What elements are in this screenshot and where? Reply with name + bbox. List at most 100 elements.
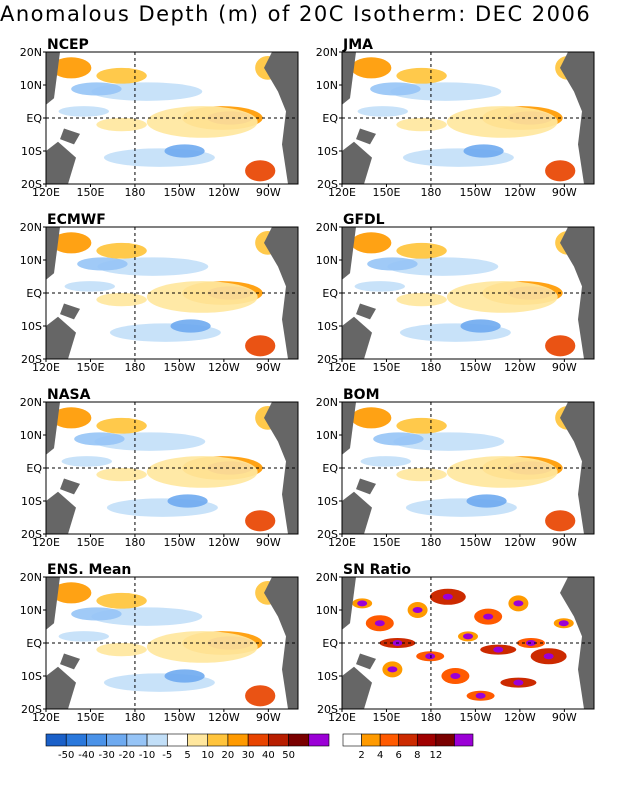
colorbar-tick-label: 50 (282, 750, 295, 761)
positive-anomaly (96, 118, 147, 132)
sn-high-region (475, 692, 486, 699)
positive-anomaly (545, 510, 576, 532)
negative-anomaly (357, 106, 408, 117)
colorbar-tick-label: 20 (222, 750, 235, 761)
negative-anomaly (170, 319, 211, 333)
field (46, 52, 298, 184)
y-tick-label: 20S (21, 178, 42, 191)
land-asia (342, 577, 356, 630)
positive-anomaly (146, 631, 258, 663)
y-tick-label: 10S (317, 320, 338, 333)
colorbar-tick-label: 40 (262, 750, 275, 761)
positive-anomaly (351, 232, 392, 254)
x-tick-label: 90W (552, 536, 577, 549)
land-new-guinea (356, 478, 376, 495)
sn-high-region (387, 666, 398, 673)
x-tick-label: 180 (420, 361, 441, 374)
x-tick-label: 120W (504, 186, 536, 199)
land-new-guinea (356, 303, 376, 320)
negative-anomaly (71, 607, 122, 621)
y-tick-label: 20N (316, 221, 338, 234)
x-tick-label: 150E (372, 536, 400, 549)
positive-anomaly (51, 232, 92, 254)
negative-anomaly (71, 82, 122, 96)
colorbar-swatch (106, 733, 128, 747)
positive-anomaly (96, 643, 147, 657)
x-tick-label: 90W (552, 186, 577, 199)
colorbar-swatch (166, 733, 188, 747)
y-tick-label: 10N (316, 254, 338, 267)
positive-anomaly (245, 335, 276, 357)
colorbar-tick-label: 10 (201, 750, 214, 761)
positive-anomaly (245, 685, 276, 707)
x-tick-label: 150E (76, 361, 104, 374)
x-tick-label: 120W (208, 536, 240, 549)
x-tick-label: 120E (328, 186, 356, 199)
sn-high-region (543, 653, 554, 660)
sn-high-region (442, 593, 453, 600)
panel-label: SN Ratio (343, 562, 411, 578)
x-tick-label: 180 (124, 186, 145, 199)
land-asia (46, 227, 60, 280)
positive-anomaly (96, 592, 147, 609)
positive-anomaly (351, 407, 392, 429)
sn-high-region (463, 633, 473, 640)
x-tick-label: 120E (328, 711, 356, 724)
positive-anomaly (545, 160, 576, 182)
sn-high-region (483, 613, 494, 620)
colorbar-tick-label: 4 (377, 750, 383, 761)
x-tick-label: 90W (256, 361, 281, 374)
y-tick-label: 10S (21, 670, 42, 683)
sn-high-region (558, 620, 569, 627)
land-asia (342, 402, 356, 455)
x-tick-label: 150E (76, 536, 104, 549)
positive-anomaly (96, 417, 147, 434)
y-tick-label: 10S (21, 320, 42, 333)
y-tick-label: 20N (316, 571, 338, 584)
land-australia (342, 141, 372, 184)
land-asia (342, 227, 356, 280)
x-tick-label: 120E (328, 361, 356, 374)
land-americas (560, 52, 594, 184)
panel-label: ECMWF (47, 212, 106, 228)
x-tick-label: 150E (76, 711, 104, 724)
y-tick-label: 20S (21, 353, 42, 366)
sn-high-region (513, 679, 524, 686)
negative-anomaly (167, 494, 208, 508)
x-tick-label: 120E (32, 536, 60, 549)
negative-anomaly (370, 82, 421, 96)
y-tick-label: 20N (316, 46, 338, 59)
field (342, 52, 594, 184)
x-tick-label: 90W (552, 711, 577, 724)
positive-anomaly (396, 118, 447, 132)
sn-high-region (374, 620, 385, 627)
negative-anomaly (354, 281, 405, 292)
land-new-guinea (356, 653, 376, 670)
y-tick-label: 10N (20, 79, 42, 92)
colorbar-swatch (86, 733, 107, 747)
x-tick-label: 180 (420, 186, 441, 199)
x-tick-label: 150W (163, 536, 195, 549)
x-tick-label: 90W (256, 711, 281, 724)
figure: NCEP 20N 10N EQ 10S 20S 120E 150E 180 150W 120W 90W… (20, 37, 595, 761)
positive-anomaly (396, 293, 447, 307)
y-tick-label: 10S (317, 495, 338, 508)
y-tick-label: EQ (26, 287, 42, 300)
y-tick-label: 20S (317, 528, 338, 541)
colorbar-tick-label: 30 (242, 750, 255, 761)
negative-anomaly (373, 432, 424, 446)
colorbar-swatch (454, 733, 474, 747)
x-tick-label: 120E (32, 711, 60, 724)
negative-anomaly (360, 456, 411, 467)
x-tick-label: 90W (256, 536, 281, 549)
colorbar-swatch (146, 733, 168, 747)
x-tick-label: 120W (208, 186, 240, 199)
land-new-guinea (60, 478, 80, 495)
land-americas (560, 227, 594, 359)
panel-label: NCEP (47, 37, 89, 53)
x-tick-label: 90W (256, 186, 281, 199)
